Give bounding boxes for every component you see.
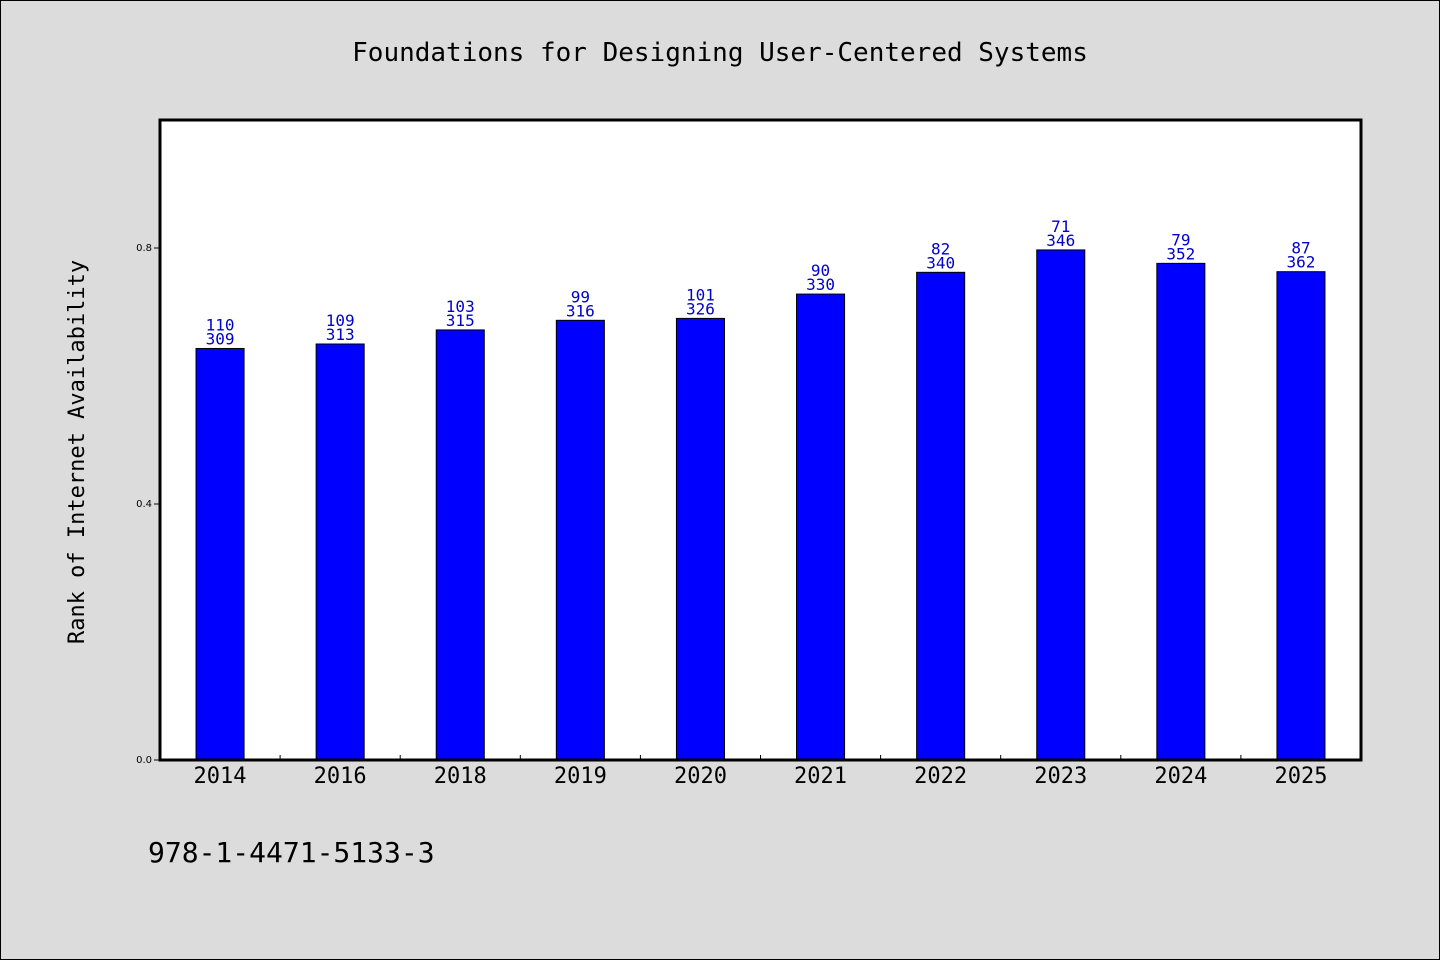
bar (1156, 262, 1206, 761)
bar-label-bottom: 340 (926, 253, 955, 272)
x-tick-label: 2021 (794, 764, 847, 789)
y-tick-label: 0.4 (136, 499, 152, 510)
x-tick-label: 2014 (194, 764, 247, 789)
bar-label-bottom: 330 (806, 275, 835, 294)
bar-label-bottom: 313 (326, 325, 355, 344)
y-tick-label: 0.0 (136, 755, 152, 766)
bar (555, 319, 605, 761)
x-tick-label: 2025 (1274, 764, 1327, 789)
bar (1036, 249, 1086, 761)
bar (916, 271, 966, 761)
x-tick-label: 2019 (554, 764, 607, 789)
bar-label-top: 82 (931, 239, 950, 258)
bar (195, 347, 245, 761)
isbn-text: 978-1-4471-5133-3 (148, 836, 435, 869)
bar (435, 329, 485, 761)
bar-label-bottom: 316 (566, 301, 595, 320)
bar (796, 293, 846, 761)
x-tick-label: 2020 (674, 764, 727, 789)
x-tick-label: 2018 (434, 764, 487, 789)
y-tick-group: 0.0 0.4 0.8 (136, 243, 160, 766)
bar-label-bottom: 346 (1046, 231, 1075, 250)
x-tick-group: 2014 2016 2018 2019 2020 2021 2022 2023 2024 2025 (194, 755, 1327, 789)
bar-group (195, 249, 1326, 761)
bar-label-top: 103 (446, 297, 475, 316)
bar-label-top: 99 (571, 287, 590, 306)
x-tick-label: 2016 (314, 764, 367, 789)
bar (315, 343, 365, 761)
bar-label-bottom: 362 (1286, 253, 1315, 272)
bar-label-top: 101 (686, 285, 715, 304)
bar-label-bottom: 326 (686, 299, 715, 318)
x-tick-label: 2022 (914, 764, 967, 789)
x-tick-label: 2023 (1034, 764, 1087, 789)
x-tick-label: 2024 (1154, 764, 1207, 789)
y-axis-label: Rank of Internet Availability (65, 260, 90, 644)
bar (675, 317, 725, 761)
bar-label-top: 110 (206, 315, 235, 334)
bar-label-bottom: 309 (206, 329, 235, 348)
bar-label-top: 90 (811, 261, 830, 280)
bar-label-bottom: 352 (1166, 244, 1195, 263)
plot-border (158, 118, 1363, 762)
bar-label-top: 71 (1051, 217, 1070, 236)
bar-label-top: 109 (326, 311, 355, 330)
y-tick-label: 0.8 (136, 243, 152, 254)
bar (1276, 271, 1326, 761)
chart-title: Foundations for Designing User-Centered … (352, 38, 1088, 68)
bar-label-top: 79 (1171, 230, 1190, 249)
bar-label-bottom: 315 (446, 311, 475, 330)
bar-label-top: 87 (1291, 239, 1310, 258)
